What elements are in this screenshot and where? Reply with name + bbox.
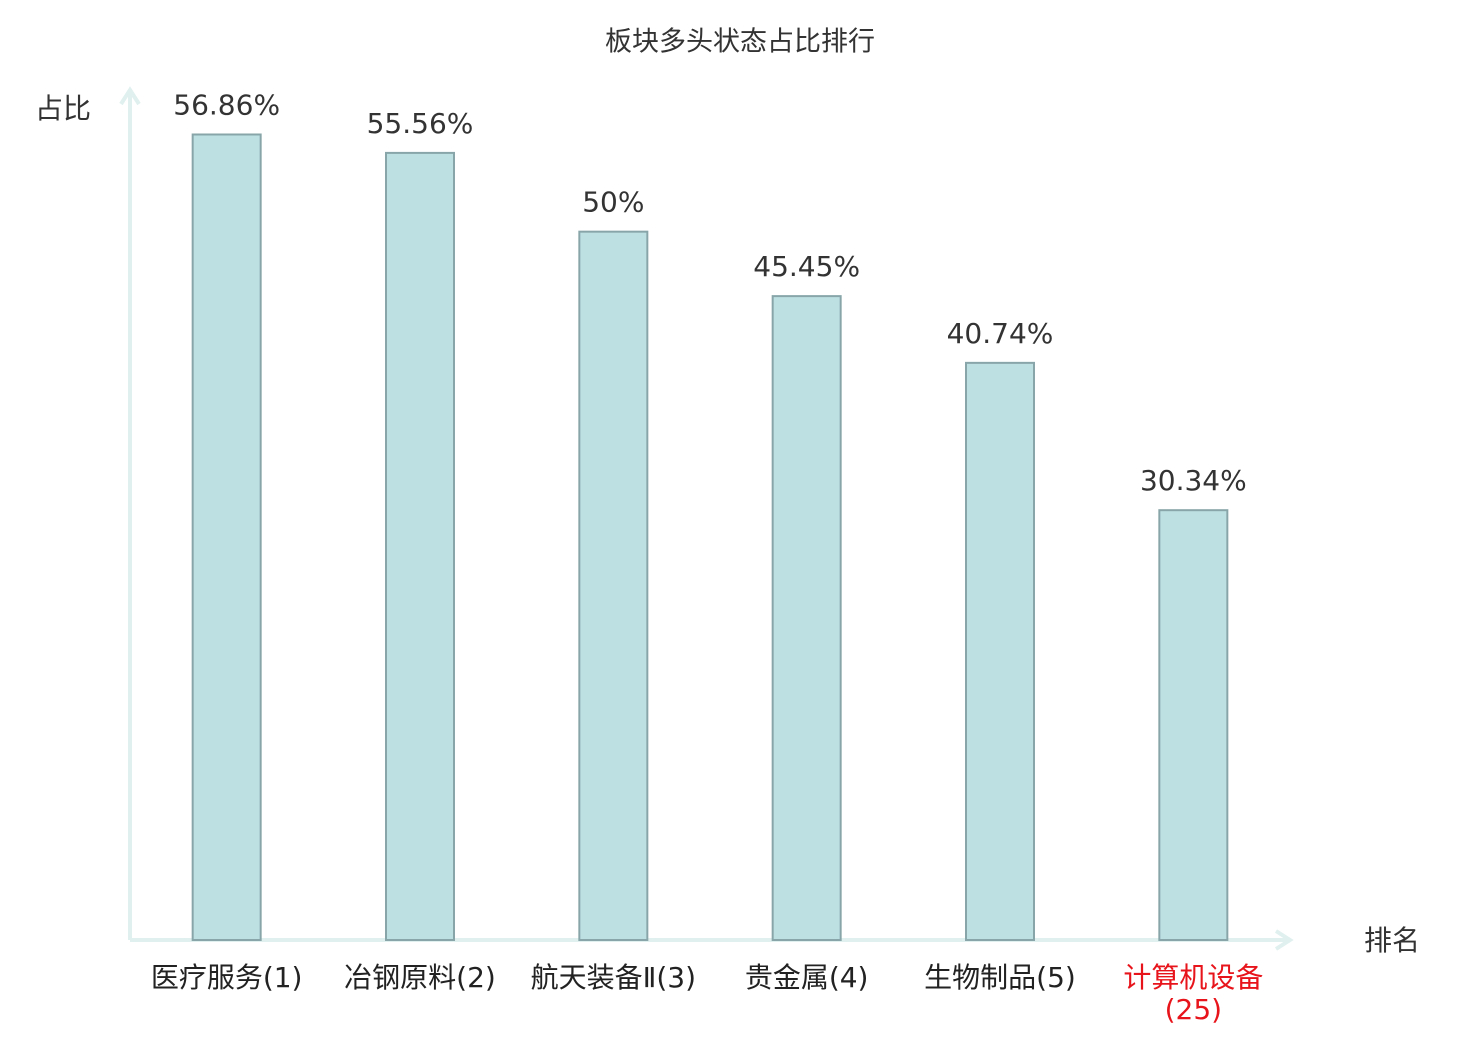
value-label: 30.34% <box>1140 464 1247 497</box>
x-tick-label: 冶钢原料(2) <box>344 961 496 994</box>
x-tick-label: 生物制品(5) <box>924 961 1076 994</box>
x-tick-label: 航天装备Ⅱ(3) <box>530 961 697 994</box>
x-tick-label: 计算机设备(25) <box>1123 961 1264 1026</box>
chart-title: 板块多头状态占比排行 <box>605 27 875 58</box>
value-label: 45.45% <box>753 250 860 283</box>
bar <box>1158 509 1229 941</box>
x-axis-label: 排名 <box>1364 924 1420 957</box>
x-axis-arrow <box>1274 929 1294 951</box>
x-tick-label: 贵金属(4) <box>744 961 869 994</box>
value-label: 55.56% <box>367 107 474 140</box>
bar <box>578 230 649 941</box>
x-tick-label: 医疗服务(1) <box>150 961 303 994</box>
value-label: 50% <box>582 186 644 219</box>
y-axis-label: 占比 <box>35 92 91 125</box>
y-axis-arrow <box>119 86 141 106</box>
bar <box>385 151 455 941</box>
value-label: 56.86% <box>173 88 280 121</box>
bar <box>191 133 262 941</box>
bar <box>965 361 1035 942</box>
bar <box>771 295 842 941</box>
value-label: 40.74% <box>947 317 1054 350</box>
